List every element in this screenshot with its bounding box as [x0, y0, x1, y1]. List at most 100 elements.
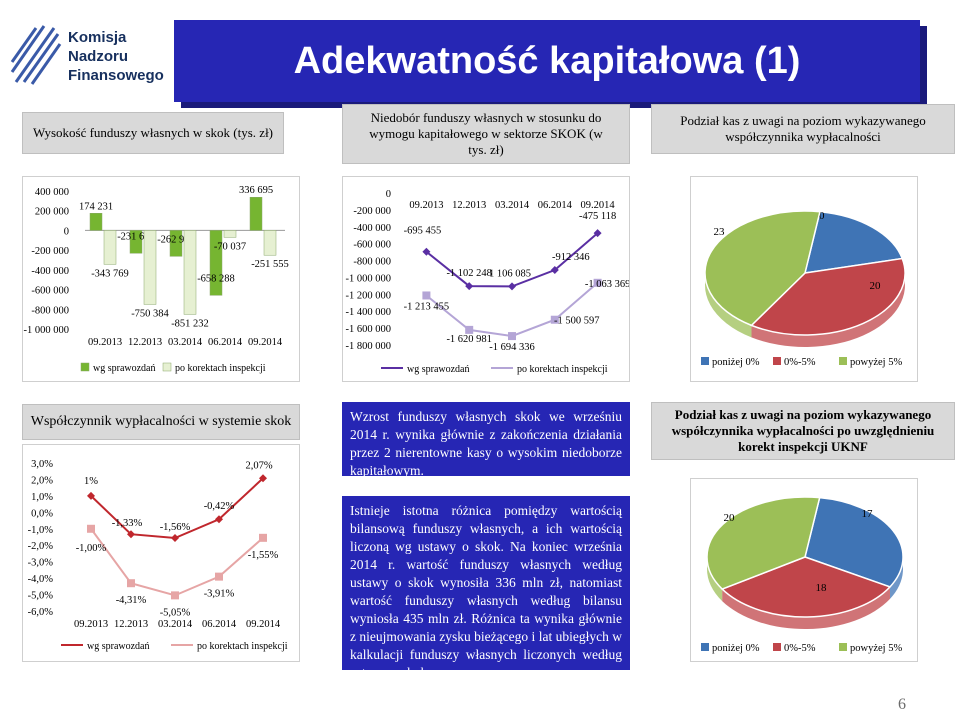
x-tick-label: 06.2014	[202, 619, 237, 630]
legend-swatch	[80, 362, 90, 372]
x-tick-label: 12.2013	[114, 619, 148, 630]
legend-label: wg sprawozdań	[93, 363, 155, 374]
bar-data-label: -251 555	[251, 259, 289, 270]
page-number: 6	[898, 696, 906, 713]
y-tick-label: -200 000	[353, 206, 391, 217]
y-tick-label: -400 000	[31, 266, 69, 277]
data-point	[215, 515, 223, 524]
pie-slice	[720, 556, 892, 618]
y-tick-label: 400 000	[35, 187, 69, 198]
legend-label: poniżej 0%	[712, 357, 760, 368]
pie-slice	[804, 496, 904, 588]
x-tick-label: 12.2013	[452, 200, 486, 211]
data-point	[508, 332, 516, 341]
legend-label: wg sprawozdań	[407, 364, 469, 375]
x-tick-label: 09.2014	[248, 337, 283, 348]
knf-logo: Komisja Nadzoru Finansowego	[10, 22, 170, 92]
legend-label: po korektach inspekcji	[175, 363, 266, 374]
y-tick-label: 200 000	[35, 207, 69, 218]
x-tick-label: 09.2014	[581, 200, 616, 211]
data-label: -4,31%	[116, 595, 147, 606]
legend-swatch	[839, 643, 847, 651]
logo-mark-icon	[10, 25, 62, 85]
data-point	[465, 325, 474, 334]
pie-data-label: 23	[714, 226, 726, 238]
bar-data-label: 174 231	[79, 201, 113, 212]
pie-solvency-panel: 102023poniżej 0%0%-5%powyżej 5%	[690, 176, 918, 382]
chart-solvency-ratio-panel: 3,0% 2,0% 1,0% 0,0% -1,0% -2,0% -3,0% -4,0% -5,0…	[22, 444, 300, 662]
bar-data-label: -658 288	[197, 273, 235, 284]
data-label: -1,55%	[248, 550, 279, 561]
x-tick-label: 09.2014	[246, 619, 281, 630]
pie-slice-side	[751, 258, 905, 347]
heading-solvency-ratio: Współczynnik wypłacalności w systemie sk…	[22, 404, 300, 440]
bar	[143, 230, 157, 305]
legend-swatch	[773, 643, 781, 651]
data-point	[422, 247, 431, 256]
data-label: -1,33%	[112, 518, 143, 529]
legend-swatch	[701, 643, 709, 651]
y-tick-label: -1 600 000	[346, 324, 392, 335]
y-tick-label: -400 000	[353, 223, 391, 234]
y-tick-label: -1 400 000	[346, 307, 392, 318]
data-label: -912 346	[552, 252, 590, 263]
pie-solvency-corrected-panel: 17 18 20 poniżej 0% 0%-5% powyżej 5%	[690, 478, 918, 662]
x-tick-label: 12.2013	[128, 337, 162, 348]
data-label: 2,07%	[245, 460, 272, 471]
logo-line-2: Nadzoru	[68, 48, 128, 65]
data-label: -695 455	[404, 226, 442, 237]
chart-shortfall: 0 -200 000 -400 000 -600 000 -800 000 -1 000 …	[346, 189, 631, 375]
y-tick-label: -1 800 000	[346, 341, 392, 352]
chart-own-funds: 400 000 200 000 0 -200 000 -400 000 -600 000 -…	[24, 185, 289, 374]
data-point	[550, 266, 559, 275]
x-tick-label: 09.2013	[409, 200, 443, 211]
data-label: 1 106 085	[489, 268, 531, 279]
legend-label: 0%-5%	[784, 643, 816, 654]
x-tick-label: 09.2013	[74, 619, 108, 630]
bar-data-label: -231 651	[117, 231, 155, 242]
data-label: -1 500 597	[554, 316, 600, 327]
legend-label: powyżej 5%	[850, 643, 902, 654]
chart-solvency-ratio: 3,0% 2,0% 1,0% 0,0% -1,0% -2,0% -3,0% -4,0% -5,0…	[28, 459, 288, 652]
x-tick-label: 03.2014	[158, 619, 193, 630]
pie-slice	[704, 210, 821, 327]
data-point	[87, 491, 95, 500]
legend-swatch	[701, 357, 709, 365]
y-tick-label: 0	[64, 226, 69, 237]
y-tick-label: -1 000 000	[24, 325, 70, 336]
y-tick-label: -1 200 000	[346, 290, 392, 301]
bar	[249, 196, 263, 231]
data-point	[171, 591, 179, 600]
data-point	[215, 572, 223, 581]
y-tick-label: -600 000	[353, 240, 391, 251]
y-tick-label: -2,0%	[28, 541, 54, 552]
data-point	[593, 278, 602, 287]
data-point	[465, 282, 474, 291]
data-label: -5,05%	[160, 607, 191, 618]
bar-data-label: -262 981	[157, 234, 195, 245]
y-tick-label: -4,0%	[28, 574, 54, 585]
y-tick-label: -600 000	[31, 286, 69, 297]
data-point	[127, 530, 135, 539]
bar	[183, 230, 197, 315]
logo-line-3: Finansowego	[68, 67, 164, 84]
y-tick-label: -1,0%	[28, 525, 54, 536]
data-label: -1,00%	[76, 543, 107, 554]
legend-label: 0%-5%	[784, 357, 816, 368]
bar	[263, 230, 277, 256]
y-tick-label: 1,0%	[31, 492, 53, 503]
x-tick-label: 03.2014	[168, 337, 203, 348]
data-label: -475 118	[579, 211, 616, 222]
title-bar	[174, 20, 920, 102]
data-point	[127, 579, 135, 588]
bar	[223, 230, 237, 238]
x-tick-label: 09.2013	[88, 337, 122, 348]
y-tick-label: -200 000	[31, 246, 69, 257]
legend-label: po korektach inspekcji	[197, 641, 288, 652]
bar-data-label: 336 695	[239, 185, 273, 196]
data-point	[259, 474, 267, 483]
y-tick-label: -5,0%	[28, 591, 54, 602]
chart-shortfall-panel: 0 -200 000 -400 000 -600 000 -800 000 -1 000 …	[342, 176, 630, 382]
logo-text: Komisja Nadzoru Finansowego	[68, 28, 164, 85]
pie-data-label: 20	[870, 280, 882, 292]
